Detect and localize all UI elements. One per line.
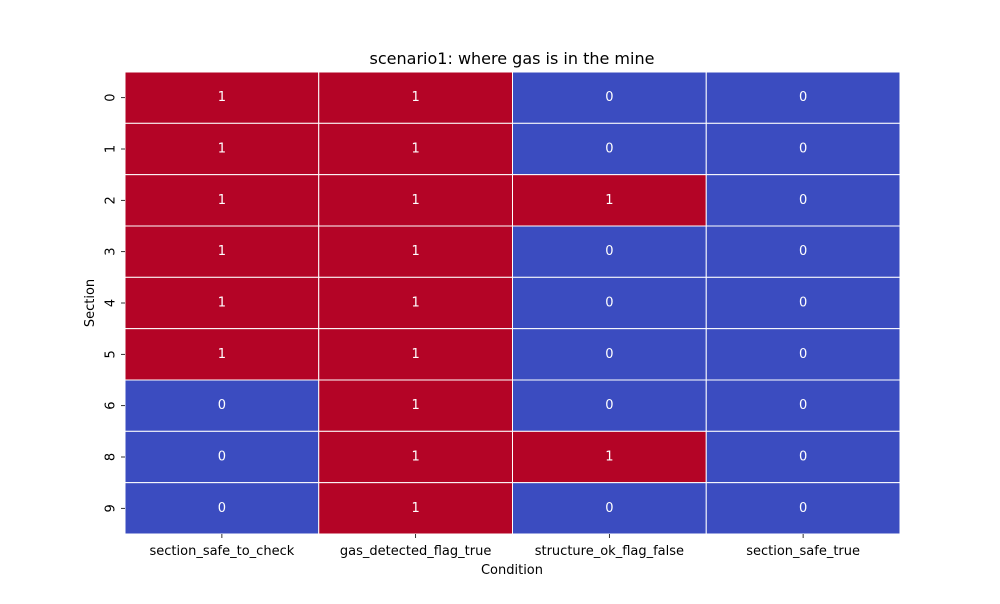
x-tick-label: gas_detected_flag_true <box>340 544 491 559</box>
heatmap-cell <box>512 379 707 432</box>
x-axis-label: Condition <box>481 563 543 578</box>
heatmap-cell <box>318 174 513 227</box>
heatmap-cell <box>318 225 513 278</box>
heatmap-value-labels: 1 1 0 0 1 1 0 0 1 1 1 0 1 1 0 0 1 1 0 0 1 1 0 0 0 1 0 0 0 1 1 0 0 1 0 0 <box>218 90 808 516</box>
y-tick-label: 0 <box>104 94 119 102</box>
x-tick-label: section_safe_to_check <box>150 544 295 559</box>
cell-value-label: 0 <box>799 347 807 362</box>
cell-value-label: 0 <box>799 193 807 208</box>
y-tick-label: 8 <box>104 453 119 461</box>
heatmap-cell <box>318 122 513 176</box>
heatmap-cell <box>705 71 901 124</box>
cell-value-label: 1 <box>411 193 419 208</box>
heatmap-cell <box>705 225 901 278</box>
x-axis-ticks: section_safe_to_check gas_detected_flag_t… <box>150 534 860 559</box>
cell-value-label: 0 <box>799 398 807 413</box>
heatmap-cells <box>124 71 901 535</box>
y-axis-ticks: 0 1 2 3 4 5 6 8 9 <box>104 94 125 512</box>
heatmap-cell <box>124 276 320 330</box>
heatmap-cell <box>705 276 901 330</box>
cell-value-label: 1 <box>411 90 419 105</box>
cell-value-label: 0 <box>605 244 613 259</box>
y-tick-label: 2 <box>104 196 119 204</box>
cell-value-label: 1 <box>411 142 419 157</box>
cell-value-label: 1 <box>411 296 419 311</box>
cell-value-label: 0 <box>605 501 613 516</box>
cell-value-label: 1 <box>605 193 613 208</box>
cell-value-label: 1 <box>411 501 419 516</box>
cell-value-label: 0 <box>218 398 226 413</box>
heatmap-cell <box>512 71 707 124</box>
cell-value-label: 1 <box>411 398 419 413</box>
heatmap-cell <box>318 71 513 124</box>
cell-value-label: 0 <box>605 347 613 362</box>
cell-value-label: 0 <box>799 142 807 157</box>
cell-value-label: 1 <box>218 244 226 259</box>
heatmap-cell <box>124 328 320 381</box>
heatmap-cell <box>124 379 320 432</box>
y-tick-label: 9 <box>104 504 119 512</box>
y-tick-label: 1 <box>104 145 119 153</box>
cell-value-label: 1 <box>411 244 419 259</box>
cell-value-label: 0 <box>605 90 613 105</box>
heatmap-cell <box>124 122 320 176</box>
x-tick-label: structure_ok_flag_false <box>535 544 684 559</box>
y-tick-label: 5 <box>104 350 119 358</box>
heatmap-cell <box>124 71 320 124</box>
cell-value-label: 0 <box>799 244 807 259</box>
x-tick-label: section_safe_true <box>746 544 860 559</box>
cell-value-label: 1 <box>218 347 226 362</box>
y-tick-label: 3 <box>104 248 119 256</box>
cell-value-label: 1 <box>218 90 226 105</box>
cell-value-label: 0 <box>799 450 807 465</box>
heatmap-cell <box>705 379 901 432</box>
heatmap-cell <box>512 276 707 330</box>
heatmap-cell <box>512 482 707 535</box>
y-tick-label: 6 <box>104 402 119 410</box>
cell-value-label: 1 <box>411 450 419 465</box>
heatmap-cell <box>318 328 513 381</box>
cell-value-label: 1 <box>218 193 226 208</box>
chart-title: scenario1: where gas is in the mine <box>370 49 655 68</box>
cell-value-label: 1 <box>218 296 226 311</box>
heatmap-cell <box>124 430 320 484</box>
y-axis-label: Section <box>83 279 98 327</box>
y-tick-label: 4 <box>104 299 119 307</box>
cell-value-label: 0 <box>218 450 226 465</box>
cell-value-label: 1 <box>218 142 226 157</box>
heatmap-cell <box>705 122 901 176</box>
cell-value-label: 0 <box>218 501 226 516</box>
heatmap-cell <box>318 276 513 330</box>
cell-value-label: 1 <box>411 347 419 362</box>
cell-value-label: 1 <box>605 450 613 465</box>
heatmap-cell <box>512 328 707 381</box>
heatmap-cell <box>512 430 707 484</box>
cell-value-label: 0 <box>605 296 613 311</box>
heatmap-cell <box>124 225 320 278</box>
cell-value-label: 0 <box>605 142 613 157</box>
cell-value-label: 0 <box>799 296 807 311</box>
heatmap-cell <box>705 174 901 227</box>
cell-value-label: 0 <box>799 501 807 516</box>
cell-value-label: 0 <box>605 398 613 413</box>
cell-value-label: 0 <box>799 90 807 105</box>
heatmap-cell <box>705 328 901 381</box>
heatmap-cell <box>705 482 901 535</box>
